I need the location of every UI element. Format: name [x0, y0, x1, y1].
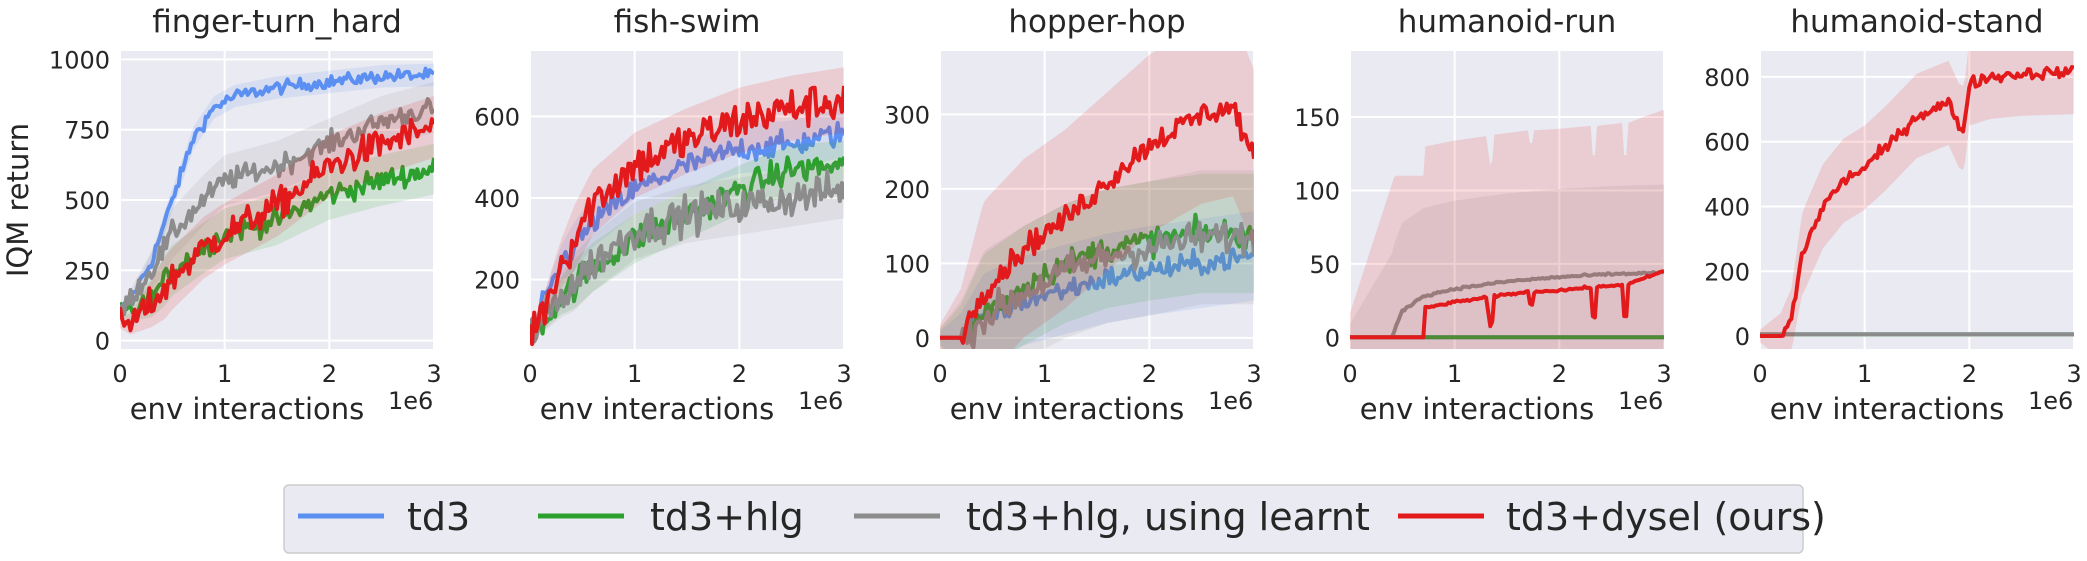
x-offset-label: 1e6: [388, 387, 433, 415]
line-td3: [530, 121, 844, 338]
y-tick-label: 150: [1294, 104, 1340, 132]
x-axis-label: env interactions: [950, 392, 1185, 426]
series-layer: [1350, 109, 1664, 349]
subplot-hopper-hop: 0 1 2 3 0 100 200 300 hopper-hop env interactions…: [884, 4, 1261, 426]
y-tick-label: 50: [1309, 251, 1340, 279]
band-td3: [530, 108, 844, 337]
y-tick-label: 300: [884, 101, 930, 129]
x-tick-label: 0: [112, 360, 127, 388]
legend-label-td3-dysel: td3+dysel (ours): [1506, 495, 1826, 539]
x-tick-label: 0: [1752, 360, 1767, 388]
line-td3-hlg-using-learnt: [940, 220, 1254, 349]
y-tick-label: 600: [1704, 129, 1750, 157]
legend-label-td3: td3: [407, 495, 470, 539]
subplot-fish-swim: 0 1 2 3 200 400 600 fish-swim env interactions 1e…: [474, 4, 851, 426]
line-td3-dysel-ours: [120, 117, 434, 333]
subplot-title: hopper-hop: [1008, 4, 1185, 40]
plot-area: [1350, 51, 1664, 349]
subplot-title: finger-turn_hard: [152, 4, 402, 40]
x-tick-label: 2: [1142, 360, 1157, 388]
legend-label-td3-hlg: td3+hlg: [650, 495, 804, 539]
x-offset-label: 1e6: [1618, 387, 1663, 415]
line-td3-hlg-using-learnt: [1350, 269, 1664, 340]
y-tick-label: 750: [64, 117, 110, 145]
x-tick-label: 2: [732, 360, 747, 388]
line-td3-dysel-ours: [1760, 65, 2074, 338]
y-axis-label: IQM return: [1, 123, 35, 277]
x-tick-label: 3: [426, 360, 441, 388]
x-axis-label: env interactions: [540, 392, 775, 426]
band-td3: [120, 63, 434, 315]
y-tick-label: 250: [64, 257, 110, 285]
x-tick-label: 0: [522, 360, 537, 388]
legend-label-td3-hlg-learnt: td3+hlg, using learnt: [966, 495, 1370, 539]
x-tick-label: 2: [1552, 360, 1567, 388]
x-offset-label: 1e6: [798, 387, 843, 415]
y-tick-label: 100: [1294, 177, 1340, 205]
y-tick-label: 400: [1704, 193, 1750, 221]
x-tick-label: 2: [322, 360, 337, 388]
x-offset-label: 1e6: [1208, 387, 1253, 415]
x-tick-label: 3: [836, 360, 851, 388]
x-offset-label: 1e6: [2028, 387, 2073, 415]
x-tick-label: 1: [1447, 360, 1462, 388]
x-tick-label: 1: [1857, 360, 1872, 388]
x-axis-label: env interactions: [130, 392, 365, 426]
y-tick-label: 0: [1735, 323, 1750, 351]
x-tick-label: 0: [932, 360, 947, 388]
series-layer: [1760, 51, 2074, 349]
line-td3-dysel-ours: [1350, 269, 1664, 340]
series-layer: [940, 51, 1254, 349]
y-tick-label: 400: [474, 185, 520, 213]
y-tick-label: 200: [474, 267, 520, 295]
line-td3-hlg-using-learnt: [120, 97, 434, 317]
subplot-title: fish-swim: [614, 4, 761, 40]
series-layer: [120, 63, 434, 335]
y-tick-label: 600: [474, 103, 520, 131]
y-tick-label: 0: [95, 328, 110, 356]
y-tick-label: 100: [884, 250, 930, 278]
x-tick-label: 2: [1962, 360, 1977, 388]
x-tick-label: 1: [627, 360, 642, 388]
y-tick-label: 1000: [49, 46, 110, 74]
x-tick-label: 3: [2066, 360, 2081, 388]
y-tick-label: 0: [915, 325, 930, 353]
x-axis-label: env interactions: [1360, 392, 1595, 426]
subplot-humanoid-run: 0 1 2 3 0 50 100 150 humanoid-run env interaction…: [1294, 4, 1671, 426]
series-layer: [530, 67, 844, 347]
band-td3-dysel-ours: [530, 67, 844, 338]
x-axis-label: env interactions: [1770, 392, 2005, 426]
x-tick-label: 3: [1656, 360, 1671, 388]
plot-area: [1760, 51, 2074, 349]
x-tick-label: 0: [1342, 360, 1357, 388]
band-td3-hlg: [530, 140, 844, 337]
y-tick-label: 800: [1704, 64, 1750, 92]
legend-frame: [283, 484, 1804, 554]
line-td3-dysel-ours: [530, 85, 844, 347]
subplot-title: humanoid-run: [1398, 4, 1617, 40]
y-tick-label: 0: [1325, 324, 1340, 352]
y-tick-label: 500: [64, 187, 110, 215]
x-tick-label: 1: [1037, 360, 1052, 388]
line-td3-dysel-ours: [940, 101, 1254, 345]
y-tick-label: 200: [884, 176, 930, 204]
line-td3: [120, 66, 434, 311]
y-tick-label: 200: [1704, 258, 1750, 286]
subplot-title: humanoid-stand: [1790, 4, 2043, 40]
x-tick-label: 1: [217, 360, 232, 388]
legend: td3 td3+hlg td3+hlg, using learnt td3+dy…: [283, 484, 1826, 554]
subplot-humanoid-stand: 0 1 2 3 0 200 400 600 800 humanoid-stand env inter…: [1704, 4, 2081, 426]
x-tick-label: 3: [1246, 360, 1261, 388]
line-td3-hlg-using-learnt: [530, 169, 844, 344]
band-td3-dysel-ours: [120, 96, 434, 335]
